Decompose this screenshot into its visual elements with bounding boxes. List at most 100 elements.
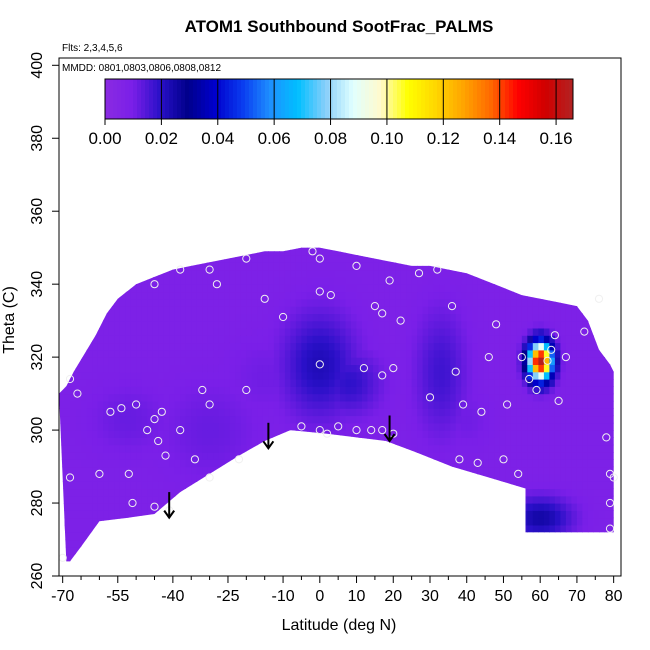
heatmap-cell <box>147 524 154 533</box>
heatmap-cell <box>510 510 517 519</box>
heatmap-cell <box>565 452 572 460</box>
heatmap-cell <box>472 524 479 533</box>
heatmap-cell <box>516 437 523 446</box>
heatmap-cell <box>488 517 495 526</box>
colorbar-cell <box>469 79 474 119</box>
heatmap-cell <box>538 276 545 285</box>
heatmap-cell <box>86 255 93 263</box>
heatmap-cell <box>461 488 468 497</box>
heatmap-cell <box>532 320 539 329</box>
heatmap-cell <box>81 276 88 285</box>
heatmap-cell <box>604 510 611 519</box>
heatmap-cell <box>351 408 358 417</box>
heatmap-cell <box>400 262 407 271</box>
heatmap-cell <box>152 262 159 271</box>
heatmap-cell <box>411 276 418 285</box>
heatmap-cell <box>516 320 523 329</box>
heatmap-cell <box>75 335 82 344</box>
heatmap-cell <box>499 554 506 562</box>
heatmap-cell <box>400 503 407 511</box>
heatmap-cell <box>141 422 148 431</box>
heatmap-cell <box>318 459 325 468</box>
heatmap-cell <box>64 306 71 314</box>
heatmap-cell <box>318 335 325 344</box>
heatmap-cell <box>345 269 352 278</box>
heatmap-cell <box>340 437 347 446</box>
colorbar-cell <box>121 79 126 119</box>
heatmap-cell <box>488 364 495 373</box>
heatmap-cell <box>152 342 159 351</box>
heatmap-cell <box>191 298 198 307</box>
heatmap-cell <box>549 532 556 541</box>
heatmap-cell <box>218 546 225 555</box>
heatmap-cell <box>455 466 462 475</box>
heatmap-cell <box>345 320 352 329</box>
heatmap-cell <box>141 466 148 475</box>
heatmap-cell <box>103 495 110 504</box>
heatmap-cell <box>455 437 462 446</box>
heatmap-cell <box>257 466 264 475</box>
heatmap-cell <box>268 349 275 358</box>
heatmap-cell <box>494 561 500 569</box>
heatmap-cell <box>97 481 104 490</box>
heatmap-cell <box>125 503 132 511</box>
heatmap-cell <box>246 488 253 497</box>
heatmap-cell <box>411 262 418 271</box>
heatmap-cell <box>587 408 594 417</box>
heatmap-cell <box>125 437 132 446</box>
heatmap-cell <box>81 546 88 555</box>
heatmap-cell <box>554 320 561 329</box>
heatmap-cell <box>64 335 71 344</box>
heatmap-cell <box>246 510 253 519</box>
heatmap-cell <box>483 306 490 314</box>
colorbar-cell <box>213 79 218 119</box>
heatmap-cell <box>494 313 501 322</box>
heatmap-cell <box>185 313 192 322</box>
heatmap-cell <box>445 561 451 569</box>
heatmap-cell <box>560 495 567 504</box>
heatmap-cell <box>70 262 77 271</box>
heatmap-cell <box>582 269 589 278</box>
heatmap-cell <box>422 459 429 468</box>
heatmap-cell <box>273 262 280 271</box>
heatmap-cell <box>406 444 413 453</box>
heatmap-cell <box>323 269 330 278</box>
heatmap-cell <box>295 306 302 314</box>
heatmap-cell <box>565 539 572 548</box>
heatmap-cell <box>64 554 71 562</box>
heatmap-cell <box>389 517 396 526</box>
heatmap-cell <box>163 306 170 314</box>
heatmap-cell <box>384 422 391 431</box>
heatmap-cell <box>494 539 501 548</box>
heatmap-cell <box>428 320 435 329</box>
heatmap-cell <box>466 510 473 519</box>
heatmap-cell <box>119 255 126 263</box>
heatmap-cell <box>422 327 429 336</box>
heatmap-cell <box>521 532 528 541</box>
heatmap-cell <box>373 262 380 271</box>
heatmap-cell <box>92 488 99 497</box>
heatmap-cell <box>251 517 258 526</box>
heatmap-cell <box>599 306 606 314</box>
heatmap-cell <box>147 422 154 431</box>
heatmap-cell <box>59 349 66 358</box>
heatmap-cell <box>571 452 578 460</box>
heatmap-cell <box>334 437 341 446</box>
heatmap-cell <box>312 379 319 387</box>
heatmap-cell <box>81 524 88 533</box>
heatmap-cell <box>301 284 308 293</box>
heatmap-cell <box>593 386 600 395</box>
heatmap-cell <box>340 481 347 490</box>
heatmap-cell <box>59 284 66 293</box>
heatmap-cell <box>472 298 479 307</box>
heatmap-cell <box>103 320 110 329</box>
heatmap-cell <box>521 437 528 446</box>
heatmap-cell <box>543 247 550 256</box>
heatmap-cell <box>565 503 572 511</box>
heatmap-cell <box>549 379 556 387</box>
heatmap-cell <box>295 247 302 249</box>
colorbar-tick-label: 0.00 <box>88 129 121 148</box>
heatmap-cell <box>81 503 88 511</box>
heatmap-cell <box>59 524 66 533</box>
heatmap-cell <box>367 284 374 293</box>
